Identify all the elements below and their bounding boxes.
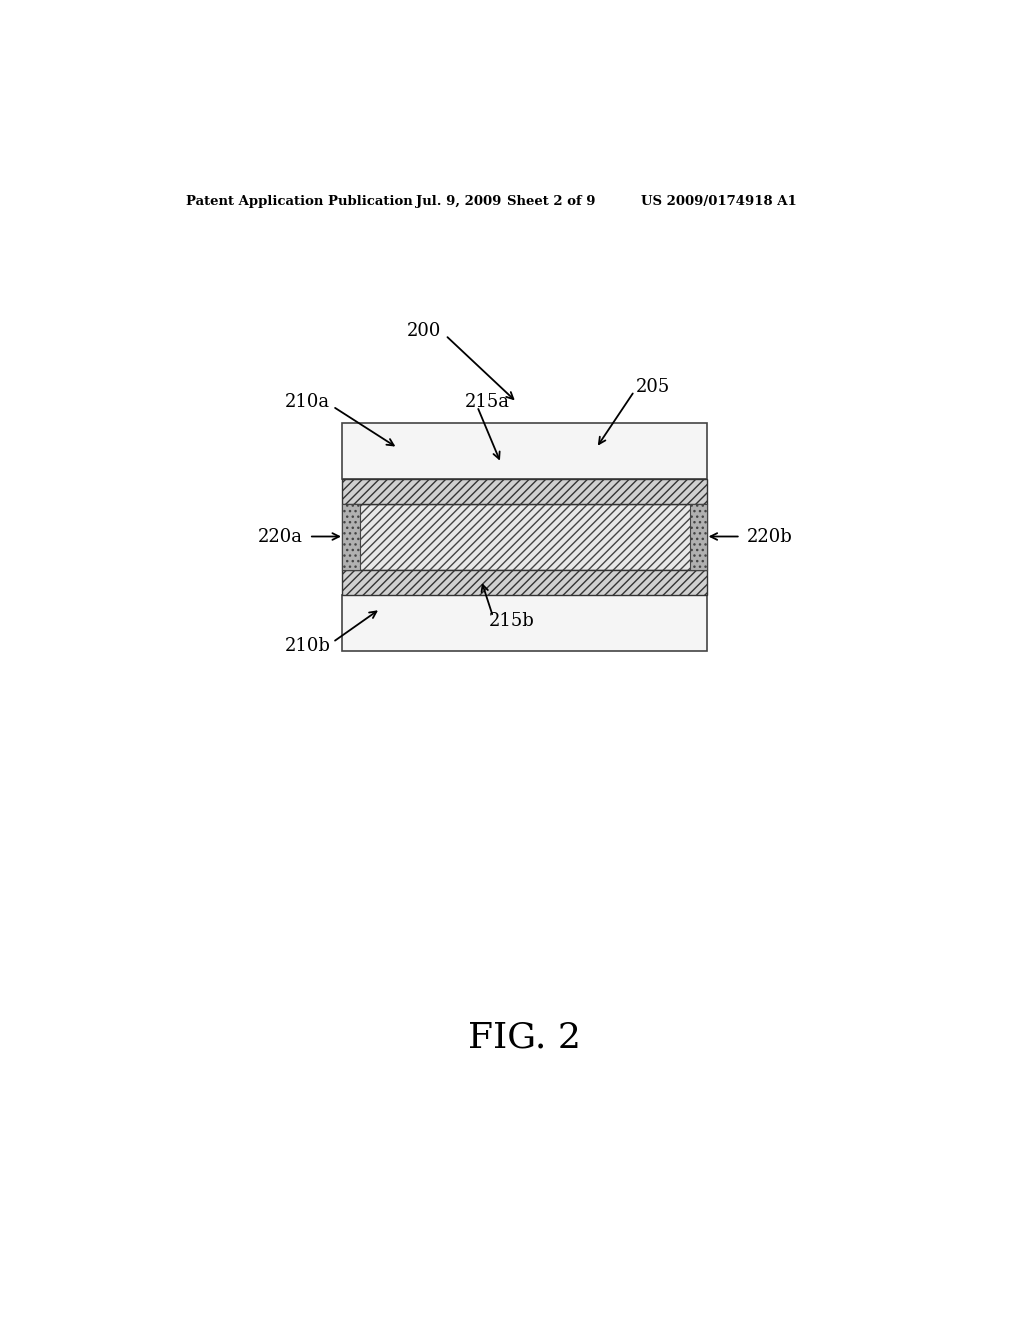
Text: 210a: 210a bbox=[286, 393, 331, 412]
Bar bbox=[342, 570, 708, 595]
Text: 215b: 215b bbox=[489, 612, 535, 630]
Text: 215a: 215a bbox=[465, 393, 510, 412]
Text: 210b: 210b bbox=[285, 638, 331, 655]
Text: Sheet 2 of 9: Sheet 2 of 9 bbox=[507, 195, 595, 209]
Text: 205: 205 bbox=[636, 378, 670, 396]
Bar bbox=[342, 479, 708, 504]
Text: 200: 200 bbox=[408, 322, 441, 341]
Text: Jul. 9, 2009: Jul. 9, 2009 bbox=[416, 195, 502, 209]
Bar bbox=[342, 504, 359, 570]
Bar bbox=[342, 422, 708, 479]
Bar bbox=[342, 504, 708, 570]
Text: US 2009/0174918 A1: US 2009/0174918 A1 bbox=[641, 195, 797, 209]
Bar bbox=[342, 595, 708, 651]
Text: 220b: 220b bbox=[748, 528, 793, 545]
Text: Patent Application Publication: Patent Application Publication bbox=[186, 195, 413, 209]
Text: FIG. 2: FIG. 2 bbox=[468, 1020, 582, 1055]
Text: 220a: 220a bbox=[258, 528, 303, 545]
Bar bbox=[690, 504, 708, 570]
